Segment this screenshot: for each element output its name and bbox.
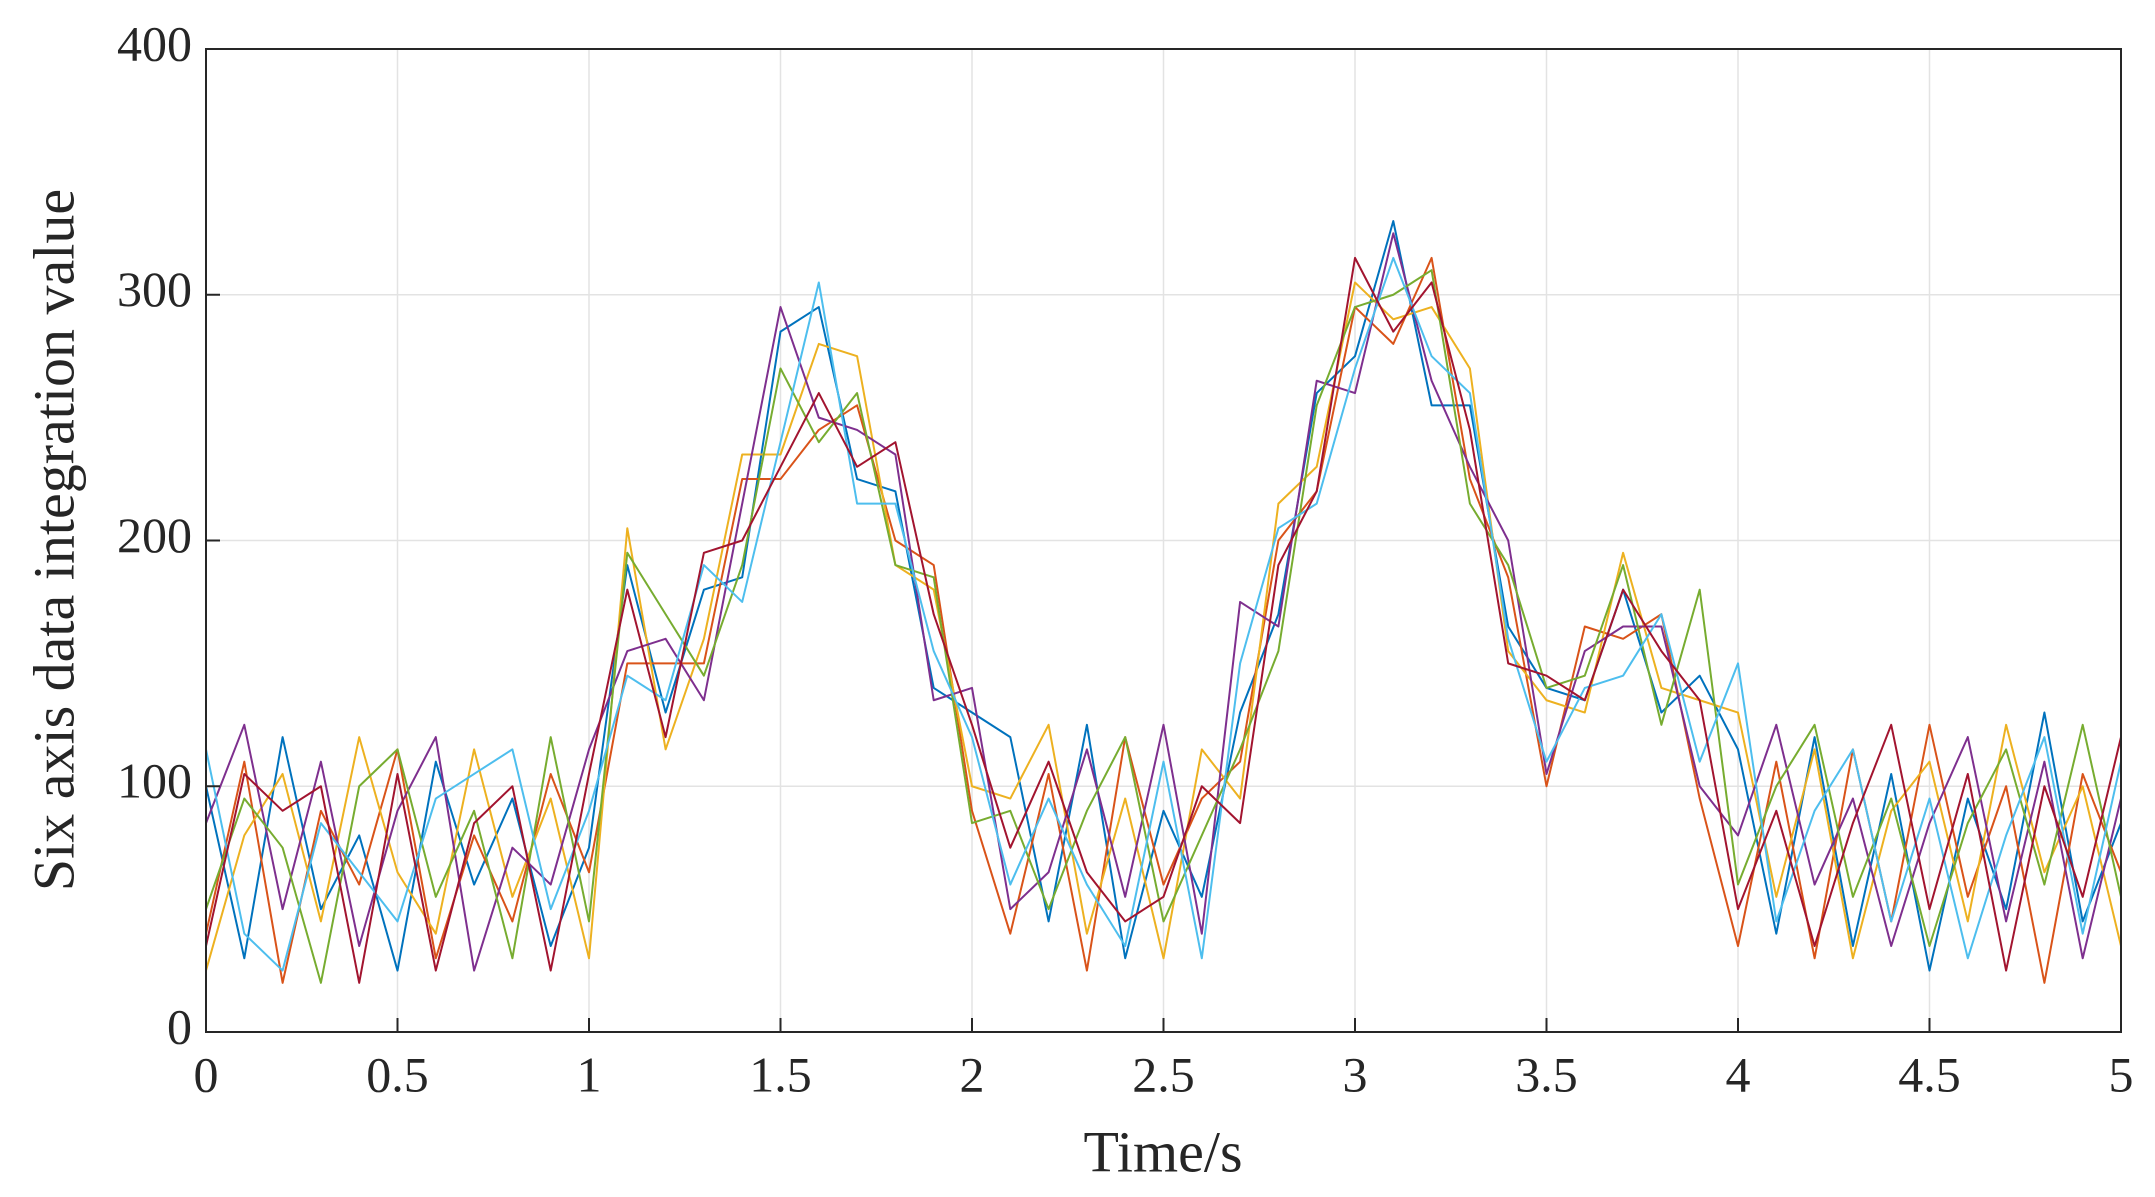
y-tick-label: 0: [167, 998, 192, 1054]
y-tick-label: 200: [117, 507, 192, 563]
y-tick-label: 300: [117, 261, 192, 317]
y-tick-label: 100: [117, 753, 192, 809]
x-tick-label: 0.5: [366, 1046, 429, 1102]
lines: [205, 220, 2122, 984]
series-line: [205, 256, 2122, 984]
series-line: [205, 269, 2122, 984]
ticks: 0 0.5 1 1.5 2 2.5 3 3.5 4 4.5 5 0 100 200 300 400: [117, 15, 2134, 1102]
x-tick-label: 4: [1726, 1046, 1751, 1102]
y-axis-label: Six axis data integration value: [21, 189, 86, 891]
series-line: [205, 232, 2122, 972]
series-line: [205, 256, 2122, 972]
x-tick-label: 5: [2109, 1046, 2134, 1102]
x-tick-label: 2.5: [1132, 1046, 1195, 1102]
x-tick-label: 4.5: [1898, 1046, 1961, 1102]
x-tick-label: 2: [960, 1046, 985, 1102]
x-tick-label: 1.5: [749, 1046, 812, 1102]
x-axis-label: Time/s: [1083, 1119, 1242, 1184]
series-line: [205, 281, 2122, 971]
x-tick-label: 3.5: [1515, 1046, 1578, 1102]
x-tick-label: 3: [1343, 1046, 1368, 1102]
y-tick-label: 400: [117, 15, 192, 71]
x-tick-label: 1: [577, 1046, 602, 1102]
series-line: [205, 256, 2122, 984]
x-tick-label: 0: [194, 1046, 219, 1102]
